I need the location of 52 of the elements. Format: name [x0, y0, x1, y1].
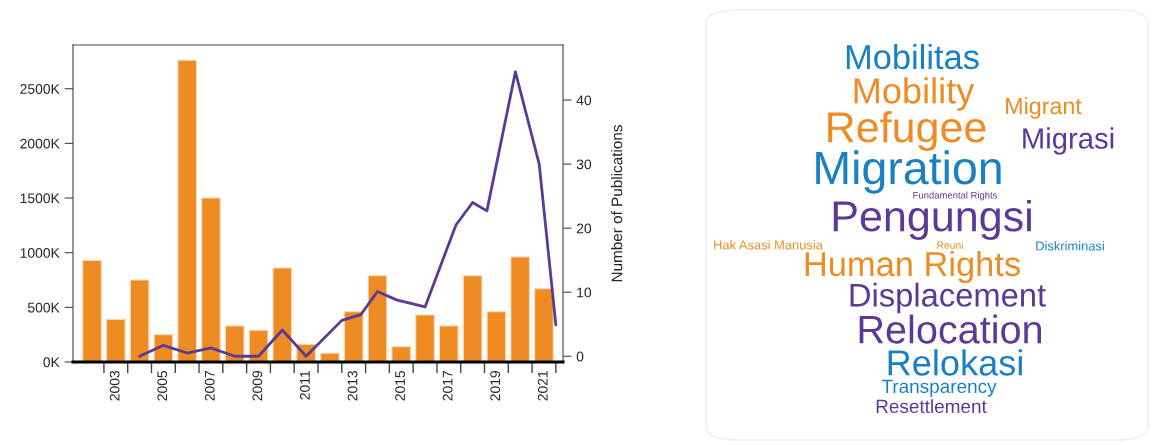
- bar: [201, 197, 221, 362]
- y2-tick-label: 30: [576, 159, 592, 170]
- bar: [415, 314, 435, 362]
- text: Migrant: [1006, 97, 1082, 119]
- bar: [438, 325, 459, 362]
- y2-tick-label: 20: [576, 223, 592, 234]
- y2-axis-title: Number of Publications: [611, 125, 623, 282]
- text: Resettlement: [876, 399, 987, 414]
- bar: [486, 311, 507, 362]
- line-series: [138, 70, 558, 358]
- bar: [367, 275, 388, 362]
- text: Mobilitas: [846, 43, 979, 70]
- text: Pengungsi: [833, 199, 1031, 241]
- y2-tick-label: 40: [576, 95, 592, 106]
- x-tick-label: 2017: [442, 371, 453, 401]
- text: Transparency: [881, 379, 997, 397]
- y-tick-label: 1000K: [20, 248, 60, 258]
- bar: [462, 275, 483, 362]
- x-tick-label: 2003: [109, 370, 120, 401]
- text: Hak Asasi Manusia: [714, 239, 823, 250]
- text: Relokasi: [888, 349, 1022, 376]
- y-tick-label: 500K: [27, 302, 60, 313]
- bar: [343, 311, 364, 362]
- bar: [510, 256, 531, 362]
- bar: [177, 59, 198, 362]
- text: Migrasi: [1023, 127, 1114, 155]
- bar: [129, 279, 150, 362]
- x-tick-label: 2007: [204, 371, 215, 401]
- y-tick-label: 1500K: [20, 193, 60, 204]
- bar: [272, 267, 293, 362]
- bar: [391, 346, 412, 362]
- x-tick-label: 2019: [490, 370, 501, 401]
- bar: [82, 259, 102, 362]
- y-tick-label: 2000K: [20, 138, 60, 149]
- y-tick-label: 2500K: [20, 84, 60, 94]
- text: Reuni: [937, 241, 963, 249]
- x-tick-label: 2013: [347, 370, 358, 401]
- x-tick-label: 2005: [157, 370, 168, 401]
- x-tick-label: 2011: [300, 371, 310, 400]
- x-tick-label: 2015: [395, 370, 405, 401]
- bar: [105, 318, 126, 362]
- text: Displacement: [850, 282, 1046, 314]
- y2-tick-label: 0: [576, 351, 584, 362]
- bar: [534, 288, 554, 362]
- x-tick-label: 2009: [252, 370, 263, 401]
- text: Refugee: [828, 110, 986, 152]
- y2-tick-label: 10: [577, 287, 592, 298]
- text: Mobility: [854, 77, 975, 111]
- x-tick-label: 2021: [537, 371, 548, 401]
- y-tick-label: 0K: [43, 357, 60, 368]
- text: Relocation: [859, 314, 1042, 344]
- text: Diskriminasi: [1036, 240, 1104, 251]
